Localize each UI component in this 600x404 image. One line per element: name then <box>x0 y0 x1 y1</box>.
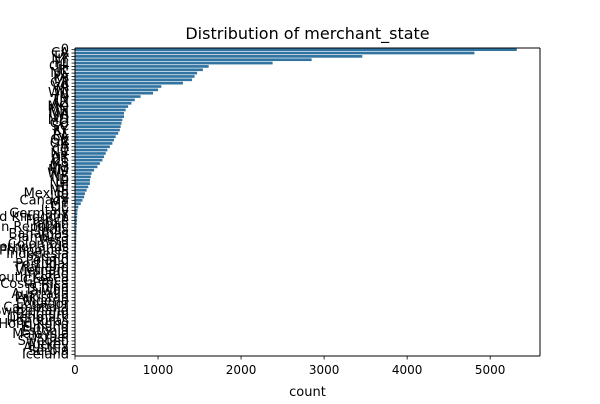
bar-0 <box>75 48 517 51</box>
bar-2 <box>75 55 362 58</box>
bar-45 <box>75 199 82 202</box>
bar-36 <box>75 169 94 172</box>
bar-38 <box>75 176 91 179</box>
bar-30 <box>75 149 107 152</box>
x-tick-label-3: 3000 <box>309 363 340 377</box>
bar-24 <box>75 129 120 132</box>
bar-37 <box>75 172 92 175</box>
x-tick-label-2: 2000 <box>226 363 257 377</box>
bar-14 <box>75 95 141 98</box>
bar-19 <box>75 112 124 115</box>
x-tick-label-1: 1000 <box>143 363 174 377</box>
bar-41 <box>75 186 88 189</box>
bar-1 <box>75 52 474 55</box>
bar-25 <box>75 132 118 135</box>
bar-31 <box>75 152 106 155</box>
bar-4 <box>75 62 273 65</box>
bar-42 <box>75 189 87 192</box>
bar-18 <box>75 109 126 112</box>
bar-21 <box>75 119 122 122</box>
chart-title: Distribution of merchant_state <box>185 24 429 44</box>
bar-8 <box>75 75 195 78</box>
bar-29 <box>75 145 110 148</box>
bar-34 <box>75 162 100 165</box>
bar-35 <box>75 166 97 169</box>
x-axis-label: count <box>289 385 326 400</box>
x-tick-label-4: 4000 <box>392 363 423 377</box>
bar-23 <box>75 125 121 128</box>
bar-10 <box>75 82 183 85</box>
bar-5 <box>75 65 209 68</box>
bar-16 <box>75 102 131 105</box>
bar-27 <box>75 139 114 142</box>
y-tick-label-91: Iceland <box>22 347 69 362</box>
bar-20 <box>75 115 124 118</box>
bar-11 <box>75 85 161 88</box>
bar-6 <box>75 68 203 71</box>
x-axis-ticks: 0 1000 2000 3000 4000 5000 <box>71 356 505 377</box>
bar-43 <box>75 192 85 195</box>
bar-44 <box>75 196 84 199</box>
bar-17 <box>75 105 128 108</box>
bar-32 <box>75 155 104 158</box>
bar-40 <box>75 182 90 185</box>
y-tick-labels: 0CATXNYFLOHILNCPAMIGAVANJWAINTNAZMOMNMAW… <box>0 43 75 363</box>
bars-group <box>75 48 517 355</box>
bar-28 <box>75 142 112 145</box>
bar-26 <box>75 135 116 138</box>
bar-46 <box>75 202 81 205</box>
bar-12 <box>75 89 158 92</box>
bar-22 <box>75 122 122 125</box>
bar-13 <box>75 92 153 95</box>
bar-3 <box>75 58 312 61</box>
x-tick-label-0: 0 <box>71 363 79 377</box>
bar-39 <box>75 179 90 182</box>
bar-9 <box>75 78 192 81</box>
bar-7 <box>75 72 197 75</box>
x-tick-label-5: 5000 <box>475 363 506 377</box>
bar-15 <box>75 99 135 102</box>
bar-33 <box>75 159 102 162</box>
